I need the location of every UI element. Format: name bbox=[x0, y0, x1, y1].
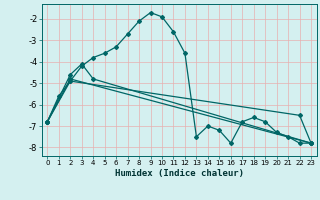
X-axis label: Humidex (Indice chaleur): Humidex (Indice chaleur) bbox=[115, 169, 244, 178]
